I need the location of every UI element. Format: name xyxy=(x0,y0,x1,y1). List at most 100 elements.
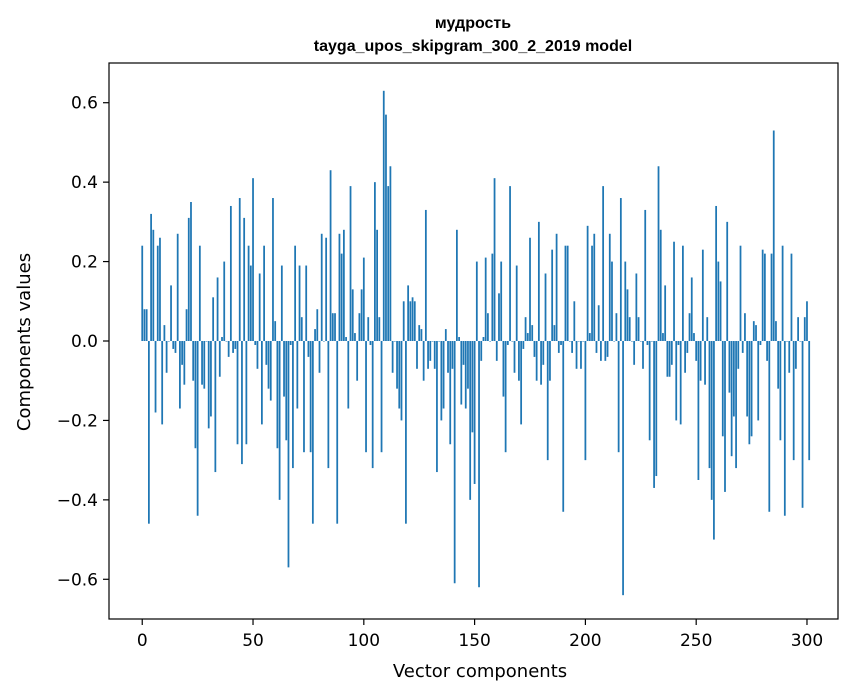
bar-269 xyxy=(737,341,740,369)
bar-7 xyxy=(156,245,159,341)
bar-109 xyxy=(382,90,385,341)
bar-253 xyxy=(701,249,704,341)
bar-10 xyxy=(163,325,166,341)
bar-293 xyxy=(790,253,793,341)
x-tick-label-150: 150 xyxy=(458,631,490,651)
x-tick-label-250: 250 xyxy=(680,631,712,651)
bar-42 xyxy=(234,341,237,349)
bar-167 xyxy=(511,341,514,342)
bar-50 xyxy=(252,178,254,341)
bar-6 xyxy=(154,341,157,413)
bar-88 xyxy=(336,341,339,524)
bar-219 xyxy=(626,289,629,341)
bar-55 xyxy=(263,245,265,341)
bar-100 xyxy=(362,257,365,341)
bar-300 xyxy=(806,301,808,341)
bar-70 xyxy=(296,341,299,409)
bar-163 xyxy=(502,341,505,397)
bar-145 xyxy=(462,341,465,365)
bar-227 xyxy=(644,209,647,341)
bar-254 xyxy=(704,341,706,385)
bar-123 xyxy=(413,301,416,341)
bar-122 xyxy=(411,297,414,341)
bar-106 xyxy=(376,229,378,341)
bar-137 xyxy=(444,329,447,341)
bar-275 xyxy=(750,341,753,437)
bar-160 xyxy=(495,341,498,361)
bar-65 xyxy=(285,341,288,441)
bar-218 xyxy=(624,261,627,341)
bar-274 xyxy=(748,341,751,445)
bar-285 xyxy=(772,130,775,341)
bar-248 xyxy=(690,277,693,341)
bar-26 xyxy=(198,245,201,341)
bar-155 xyxy=(484,257,487,341)
bar-237 xyxy=(666,341,669,377)
bar-4 xyxy=(150,213,152,341)
bar-90 xyxy=(340,253,343,341)
bar-177 xyxy=(533,341,536,357)
bar-125 xyxy=(418,325,421,341)
bar-53 xyxy=(258,273,261,341)
bar-210 xyxy=(606,341,609,357)
bar-43 xyxy=(236,341,239,445)
bar-31 xyxy=(210,341,212,417)
bar-265 xyxy=(728,341,731,393)
bar-258 xyxy=(713,341,715,540)
bar-194 xyxy=(571,341,573,353)
bar-282 xyxy=(766,341,768,361)
bar-126 xyxy=(420,329,423,341)
bar-37 xyxy=(223,261,226,341)
bar-104 xyxy=(371,341,374,469)
bar-161 xyxy=(498,293,500,341)
bar-15 xyxy=(174,341,177,353)
bar-84 xyxy=(327,341,330,469)
bar-47 xyxy=(245,341,248,445)
bar-102 xyxy=(367,317,370,341)
bar-32 xyxy=(212,297,215,341)
bar-203 xyxy=(591,245,593,341)
bar-272 xyxy=(744,313,746,341)
bar-288 xyxy=(779,341,782,441)
bar-284 xyxy=(770,253,773,341)
bar-58 xyxy=(269,341,272,401)
bar-255 xyxy=(706,317,709,341)
bar-208 xyxy=(602,186,605,341)
y-tick-label-6: 0.6 xyxy=(71,94,98,114)
bar-73 xyxy=(303,341,305,453)
bar-234 xyxy=(659,229,662,341)
y-tick-label-3: 0.0 xyxy=(71,332,98,352)
bar-181 xyxy=(542,341,545,365)
bar-20 xyxy=(185,309,188,341)
bar-180 xyxy=(540,341,542,385)
bar-51 xyxy=(254,341,257,345)
bar-120 xyxy=(407,285,410,341)
bar-268 xyxy=(735,341,737,469)
bar-291 xyxy=(786,341,788,342)
bar-2 xyxy=(145,309,148,341)
bar-140 xyxy=(451,341,454,369)
bar-259 xyxy=(715,205,718,341)
bar-27 xyxy=(201,341,203,385)
bar-292 xyxy=(788,341,791,373)
bar-241 xyxy=(675,341,678,421)
bar-154 xyxy=(482,337,485,341)
bar-252 xyxy=(699,341,702,381)
bar-260 xyxy=(717,261,720,341)
bar-215 xyxy=(617,341,620,453)
bar-250 xyxy=(695,341,698,361)
bar-9 xyxy=(161,341,164,425)
bar-153 xyxy=(480,341,483,361)
bar-89 xyxy=(338,233,341,341)
bar-30 xyxy=(207,341,210,429)
bar-152 xyxy=(478,341,480,588)
bar-191 xyxy=(564,245,567,341)
bar-151 xyxy=(475,261,478,341)
bar-72 xyxy=(300,317,303,341)
bar-196 xyxy=(575,341,578,369)
bar-186 xyxy=(553,325,556,341)
bar-209 xyxy=(604,341,607,361)
bar-139 xyxy=(449,341,452,445)
bar-124 xyxy=(416,341,418,369)
